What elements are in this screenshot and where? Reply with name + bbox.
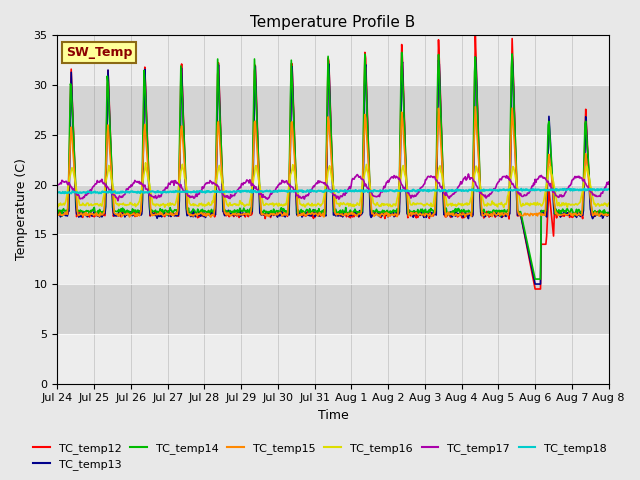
TC_temp14: [176, 107, 184, 112]
TC_temp17: [465, 171, 472, 177]
TC_temp14: [605, 211, 612, 216]
Legend: TC_temp12, TC_temp13, TC_temp14, TC_temp15, TC_temp16, TC_temp17, TC_temp18: TC_temp12, TC_temp13, TC_temp14, TC_temp…: [29, 438, 611, 474]
TC_temp17: [417, 185, 425, 191]
TC_temp18: [63, 190, 71, 196]
Bar: [58, 135, 609, 184]
TC_temp18: [206, 189, 214, 195]
TC_temp17: [54, 182, 61, 188]
TC_temp15: [63, 211, 71, 217]
X-axis label: Time: Time: [317, 409, 348, 422]
TC_temp13: [605, 210, 612, 216]
TC_temp14: [205, 209, 213, 215]
TC_temp15: [472, 104, 479, 109]
TC_temp18: [177, 189, 185, 195]
TC_temp17: [401, 185, 408, 191]
Line: TC_temp14: TC_temp14: [58, 52, 609, 279]
TC_temp13: [120, 212, 128, 217]
TC_temp15: [207, 214, 214, 220]
TC_temp14: [531, 276, 539, 282]
TC_temp18: [401, 188, 408, 194]
TC_temp12: [176, 126, 184, 132]
TC_temp17: [605, 179, 612, 185]
TC_temp13: [508, 51, 516, 57]
TC_temp16: [417, 201, 425, 206]
TC_temp13: [205, 211, 213, 217]
TC_temp14: [417, 206, 425, 212]
TC_temp18: [54, 189, 61, 195]
Line: TC_temp17: TC_temp17: [58, 174, 609, 201]
TC_temp13: [63, 213, 71, 219]
TC_temp13: [176, 144, 184, 150]
TC_temp17: [177, 182, 185, 188]
TC_temp12: [531, 286, 539, 292]
Bar: [58, 334, 609, 384]
TC_temp16: [401, 171, 408, 177]
TC_temp12: [605, 212, 612, 218]
TC_temp12: [120, 212, 128, 217]
TC_temp15: [54, 212, 61, 218]
TC_temp18: [67, 191, 75, 196]
Line: TC_temp15: TC_temp15: [58, 107, 609, 217]
TC_temp12: [400, 104, 408, 110]
TC_temp14: [398, 49, 406, 55]
TC_temp16: [63, 189, 71, 194]
TC_temp14: [401, 131, 408, 136]
Line: TC_temp13: TC_temp13: [58, 54, 609, 284]
TC_temp12: [54, 209, 61, 215]
TC_temp18: [605, 186, 612, 192]
TC_temp17: [114, 198, 122, 204]
Line: TC_temp12: TC_temp12: [58, 36, 609, 289]
TC_temp13: [400, 110, 408, 116]
TC_temp13: [531, 281, 539, 287]
Text: SW_Temp: SW_Temp: [66, 46, 132, 59]
TC_temp16: [500, 204, 508, 210]
TC_temp14: [63, 207, 71, 213]
Y-axis label: Temperature (C): Temperature (C): [15, 158, 28, 260]
TC_temp12: [205, 208, 213, 214]
TC_temp16: [120, 202, 128, 207]
TC_temp13: [54, 212, 61, 218]
TC_temp16: [54, 202, 61, 208]
TC_temp15: [605, 212, 612, 217]
Title: Temperature Profile B: Temperature Profile B: [250, 15, 416, 30]
Line: TC_temp18: TC_temp18: [58, 189, 609, 193]
Bar: [58, 234, 609, 284]
TC_temp14: [120, 206, 128, 212]
Line: TC_temp16: TC_temp16: [58, 163, 609, 207]
TC_temp16: [141, 160, 149, 166]
TC_temp18: [580, 186, 588, 192]
TC_temp16: [177, 168, 185, 174]
TC_temp14: [54, 208, 61, 214]
TC_temp16: [605, 200, 612, 206]
TC_temp15: [120, 211, 128, 217]
TC_temp13: [416, 212, 424, 218]
TC_temp12: [63, 211, 71, 217]
TC_temp15: [401, 152, 408, 157]
Bar: [58, 36, 609, 85]
TC_temp16: [206, 203, 214, 208]
TC_temp17: [121, 192, 129, 197]
TC_temp15: [176, 146, 184, 152]
TC_temp15: [205, 211, 213, 217]
TC_temp12: [472, 33, 479, 39]
TC_temp18: [417, 187, 425, 193]
TC_temp12: [416, 213, 424, 218]
TC_temp17: [206, 178, 214, 183]
TC_temp17: [63, 181, 71, 187]
TC_temp18: [121, 190, 129, 195]
TC_temp15: [417, 211, 425, 217]
